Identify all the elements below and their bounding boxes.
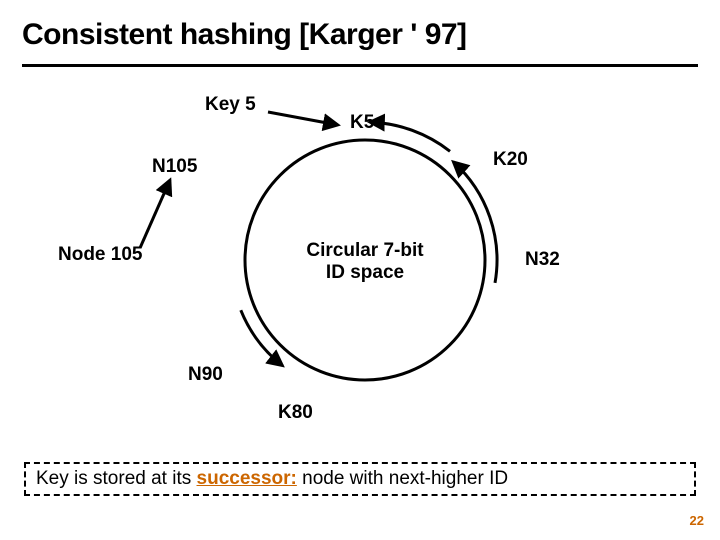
- slide: { "title": "Consistent hashing [Karger '…: [0, 0, 720, 540]
- svg-text:K5: K5: [350, 112, 375, 133]
- svg-text:K80: K80: [278, 402, 313, 423]
- page-number: 22: [690, 513, 704, 528]
- caption-box: Key is stored at its successor: node wit…: [24, 462, 696, 496]
- caption-highlight: successor:: [197, 468, 297, 489]
- svg-text:Circular 7-bit: Circular 7-bit: [306, 240, 424, 261]
- svg-text:N32: N32: [525, 249, 560, 270]
- svg-text:Key 5: Key 5: [205, 94, 256, 115]
- svg-text:Node 105: Node 105: [58, 244, 143, 265]
- caption-prefix: Key is stored at its: [36, 468, 197, 489]
- svg-text:N105: N105: [152, 156, 198, 177]
- svg-text:ID space: ID space: [326, 262, 404, 283]
- ring-svg: Circular 7-bitID space Key 5 K5 K20 N32 N105 N…: [0, 80, 720, 440]
- ring-diagram: Circular 7-bitID space Key 5 K5 K20 N32 N105 N…: [0, 80, 720, 440]
- page-title: Consistent hashing [Karger ' 97]: [22, 18, 698, 52]
- svg-text:N90: N90: [188, 364, 223, 385]
- title-area: Consistent hashing [Karger ' 97]: [0, 0, 720, 60]
- caption-suffix: node with next-higher ID: [297, 468, 508, 489]
- title-divider: [22, 64, 698, 67]
- svg-text:K20: K20: [493, 149, 528, 170]
